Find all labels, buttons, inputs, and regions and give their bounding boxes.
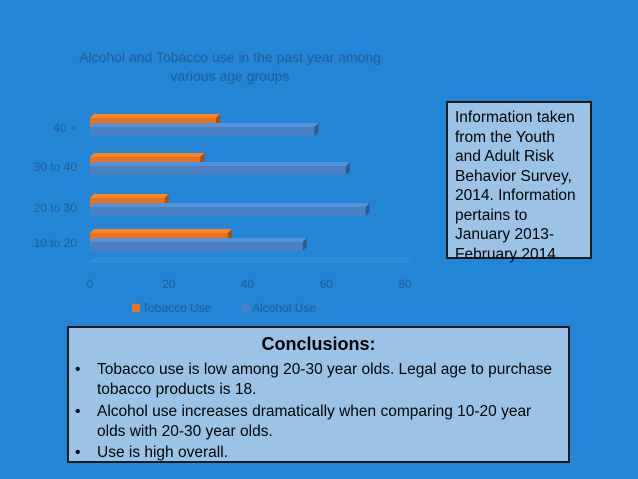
bar — [90, 118, 216, 127]
conclusion-text: Alcohol use increases dramatically when … — [97, 403, 532, 440]
x-tick-label: 0 — [87, 279, 93, 291]
conclusion-item: • Tobacco use is low among 20-30 year old… — [75, 360, 557, 400]
info-box: Information taken from the Youth and Adu… — [446, 101, 592, 263]
bar-side-face — [345, 162, 350, 175]
y-tick-label: 30 to 40 — [34, 160, 78, 174]
bar-side-face — [302, 238, 307, 251]
bullet-icon: • — [75, 361, 81, 378]
conclusion-item: • Use is high overall. — [75, 443, 557, 463]
y-tick-label: 10 to 20 — [34, 236, 78, 250]
x-tick-label: 80 — [399, 279, 412, 291]
bar-chart: 0 20 40 60 80 10 to 20 20 to 30 30 to 40 40 + Tob… — [34, 114, 412, 315]
bar-side-face — [365, 203, 370, 216]
bar-top-face — [90, 238, 307, 242]
bar-top-face — [90, 114, 220, 118]
bullet-icon: • — [75, 444, 81, 461]
bar-top-face — [90, 153, 205, 157]
bar-top-face — [90, 123, 319, 127]
y-tick-label: 20 to 30 — [34, 201, 78, 215]
bar — [90, 207, 366, 216]
bar-top-face — [90, 194, 169, 198]
bar — [90, 242, 303, 251]
legend-label: Alcohol Use — [252, 301, 316, 315]
bar — [90, 166, 346, 175]
conclusion-text: Tobacco use is low among 20-30 year olds… — [97, 361, 552, 398]
bar — [90, 157, 201, 166]
chart-floor — [88, 257, 412, 263]
bar — [90, 233, 228, 242]
bar-top-face — [90, 203, 370, 207]
x-tick-label: 60 — [320, 279, 333, 291]
legend-swatch — [242, 304, 250, 312]
bar — [90, 198, 165, 207]
conclusion-text: Use is high overall. — [97, 444, 228, 461]
bar-top-face — [90, 229, 232, 233]
bar-side-face — [314, 123, 319, 136]
x-tick-label: 40 — [241, 279, 254, 291]
bar-top-face — [90, 162, 350, 166]
chart-title: Alcohol and Tobacco use in the past year… — [79, 49, 381, 84]
info-box-text: Information taken from the Youth and Adu… — [455, 109, 576, 263]
legend-label: Tobacco Use — [142, 301, 212, 315]
bullet-icon: • — [75, 403, 81, 420]
conclusion-item: • Alcohol use increases dramatically when… — [75, 402, 557, 442]
y-tick-label: 40 + — [53, 121, 77, 135]
legend-swatch — [132, 304, 140, 312]
bar — [90, 127, 315, 136]
conclusions-box: Conclusions: • Tobacco use is low among 2… — [67, 326, 570, 463]
conclusions-title: Conclusions: — [261, 334, 376, 354]
x-tick-label: 20 — [162, 279, 175, 291]
